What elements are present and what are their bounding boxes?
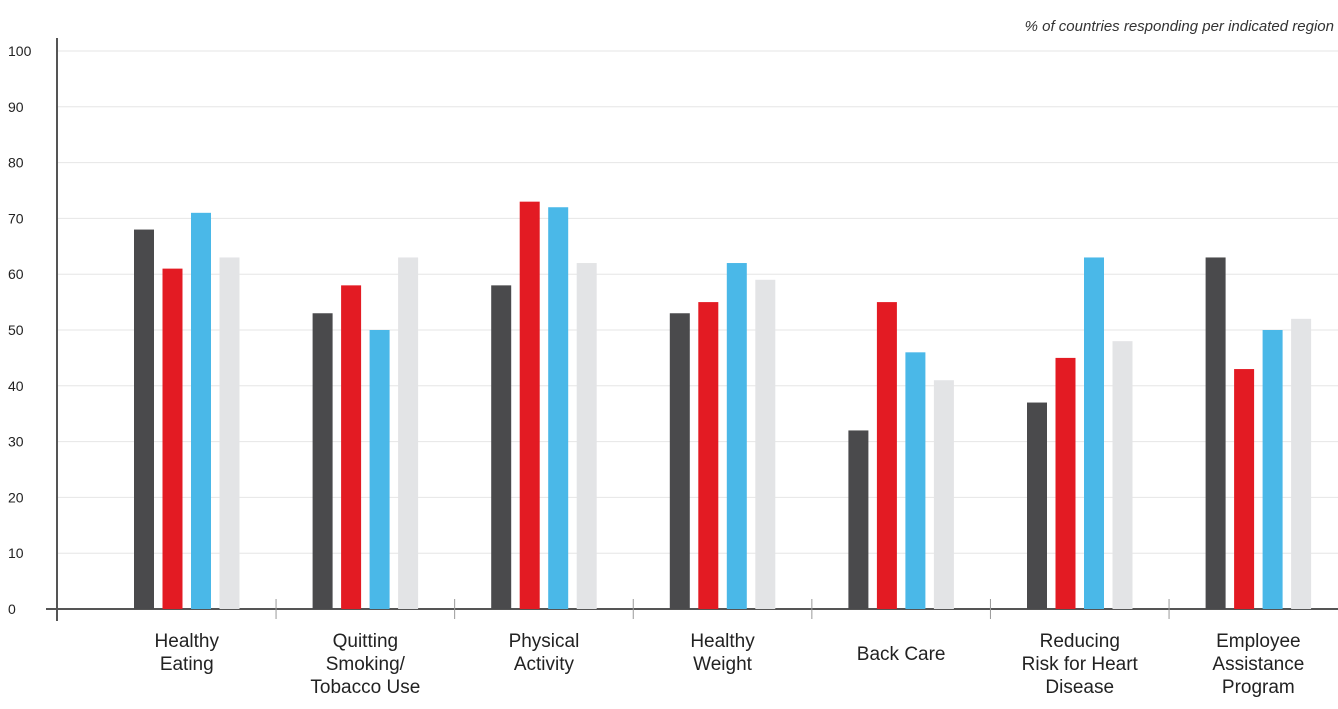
x-tick-label: Eating — [160, 654, 214, 675]
x-tick-label: Healthy — [155, 631, 220, 652]
bar — [1262, 330, 1283, 609]
bar — [134, 229, 154, 609]
x-tick-label: Healthy — [690, 631, 755, 652]
bar — [876, 302, 897, 609]
y-tick-label: 70 — [8, 210, 24, 226]
x-tick-label: Employee — [1216, 631, 1301, 652]
x-tick-label: Quitting — [333, 631, 398, 652]
y-tick-label: 40 — [8, 378, 24, 394]
x-tick-label: Assistance — [1212, 654, 1304, 675]
bar — [933, 380, 954, 609]
bar — [519, 201, 540, 609]
x-tick-label: Physical — [509, 631, 580, 652]
bar — [698, 302, 719, 609]
bar — [1205, 257, 1226, 609]
x-tick-label: Risk for Heart — [1022, 654, 1139, 675]
bar — [312, 313, 333, 609]
bar — [548, 207, 569, 610]
x-tick-label: Smoking/ — [326, 654, 406, 675]
bar — [726, 263, 747, 609]
x-tick-label: Weight — [693, 654, 753, 675]
bar — [1112, 341, 1133, 609]
y-tick-label: 20 — [8, 489, 24, 505]
y-tick-label: 80 — [8, 155, 24, 171]
bar — [848, 430, 869, 609]
bar — [491, 285, 512, 609]
y-tick-label: 60 — [8, 266, 24, 282]
bar — [191, 212, 211, 609]
y-tick-label: 90 — [8, 99, 24, 115]
y-tick-label: 0 — [8, 601, 16, 617]
x-tick-label: Back Care — [857, 644, 946, 665]
bar — [369, 330, 390, 609]
bar — [1027, 402, 1047, 609]
bar — [755, 279, 776, 609]
y-tick-label: 10 — [8, 545, 24, 561]
bar — [162, 268, 183, 609]
x-tick-label: Program — [1222, 677, 1295, 698]
bar — [1291, 318, 1312, 609]
bar — [341, 285, 362, 609]
bar — [1055, 357, 1076, 609]
bar — [1084, 257, 1104, 609]
y-tick-label: 100 — [8, 43, 32, 59]
y-tick-label: 50 — [8, 322, 24, 338]
x-tick-label: Activity — [514, 654, 575, 675]
bar — [398, 257, 419, 609]
bar — [1234, 369, 1255, 609]
chart-note: % of countries responding per indicated … — [1024, 18, 1334, 35]
x-tick-label: Reducing — [1040, 631, 1120, 652]
x-tick-label: Disease — [1045, 677, 1114, 698]
x-tick-label: Tobacco Use — [310, 677, 420, 698]
bar — [669, 313, 690, 609]
bar — [576, 263, 597, 609]
y-tick-label: 30 — [8, 434, 24, 450]
bar — [905, 352, 926, 609]
bar — [219, 257, 240, 609]
